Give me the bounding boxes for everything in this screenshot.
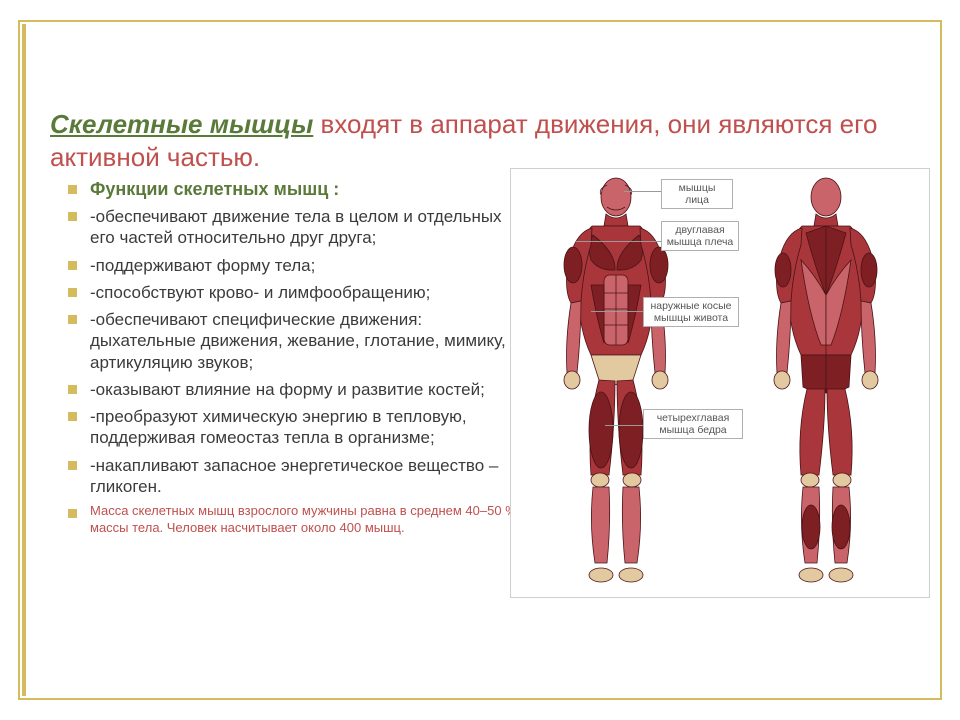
anatomy-back-icon [731,175,921,593]
list-item: -накапливают запасное энергетическое вещ… [90,455,530,498]
anatomy-figure: мышцы лица двуглавая мышца плеча наружны… [510,168,930,598]
label-line [605,425,643,426]
list-item: -обеспечивают специфические движения: ды… [90,309,530,373]
label-biceps: двуглавая мышца плеча [661,221,739,251]
list-item: -способствуют крово- и лимфообращению; [90,282,530,303]
label-quad: четырехглавая мышца бедра [643,409,743,439]
slide-title: Скелетные мышцы входят в аппарат движени… [50,108,920,173]
label-oblique: наружные косые мышцы живота [643,297,739,327]
label-line [624,191,661,192]
list-item: -оказывают влияние на форму и развитие к… [90,379,530,400]
label-line [575,241,661,242]
list-item: -поддерживают форму тела; [90,255,530,276]
functions-list: -обеспечивают движение тела в целом и от… [90,206,530,537]
list-item: -обеспечивают движение тела в целом и от… [90,206,530,249]
list-item: -преобразуют химическую энергию в теплов… [90,406,530,449]
decorative-accent-bar [22,24,26,696]
title-emphasis: Скелетные мышцы [50,109,313,139]
label-face: мышцы лица [661,179,733,209]
mass-note: Масса скелетных мышц взрослого мужчины р… [90,503,530,537]
label-line [591,311,643,312]
